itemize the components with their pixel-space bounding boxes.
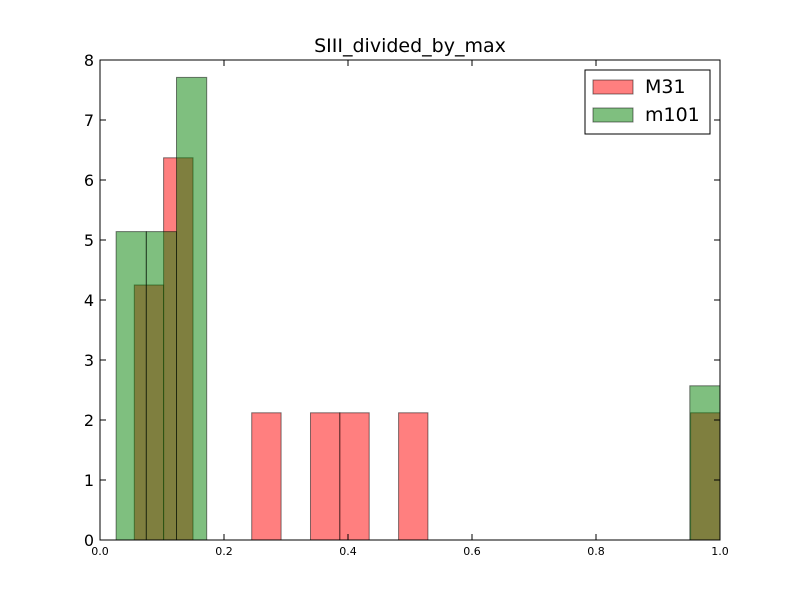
y-tick-label-6: 6	[84, 171, 94, 190]
x-tick-label-0: 0.0	[91, 545, 109, 558]
y-tick-label-7: 7	[84, 111, 94, 130]
legend-label-m101: m101	[645, 104, 700, 126]
bars-layer	[115, 76, 721, 541]
legend-label-m31: M31	[645, 76, 686, 98]
y-tick-label-0: 0	[84, 531, 94, 550]
bar-m101-3	[689, 385, 721, 541]
bar-m31-5	[398, 412, 429, 541]
x-tick-label-3: 0.6	[463, 545, 481, 558]
y-tick-label-4: 4	[84, 291, 94, 310]
legend-swatch-m31	[592, 79, 634, 95]
bar-m31-4	[339, 412, 370, 541]
bar-m101-1	[145, 231, 178, 541]
bar-m31-3	[309, 412, 341, 541]
x-tick-label-2: 0.4	[339, 545, 357, 558]
bar-m31-2	[251, 412, 282, 541]
x-tick-label-4: 0.8	[587, 545, 605, 558]
x-tick-label-1: 0.2	[215, 545, 233, 558]
chart-title: SIII_divided_by_max	[314, 35, 506, 57]
legend: M31 m101	[584, 69, 711, 135]
y-tick-label-3: 3	[84, 351, 94, 370]
y-tick-label-1: 1	[84, 471, 94, 490]
legend-swatch-m101	[592, 107, 634, 123]
x-tick-label-5: 1.0	[711, 545, 729, 558]
ticks-layer: 0 1 2 3 4 5 6 7 8 0.0 0.2 0.4 0.6 0.8 1.0	[84, 51, 729, 558]
y-tick-label-8: 8	[84, 51, 94, 70]
y-tick-label-2: 2	[84, 411, 94, 430]
bar-m101-0	[115, 231, 147, 541]
y-tick-label-5: 5	[84, 231, 94, 250]
bar-m101-2	[176, 76, 208, 541]
